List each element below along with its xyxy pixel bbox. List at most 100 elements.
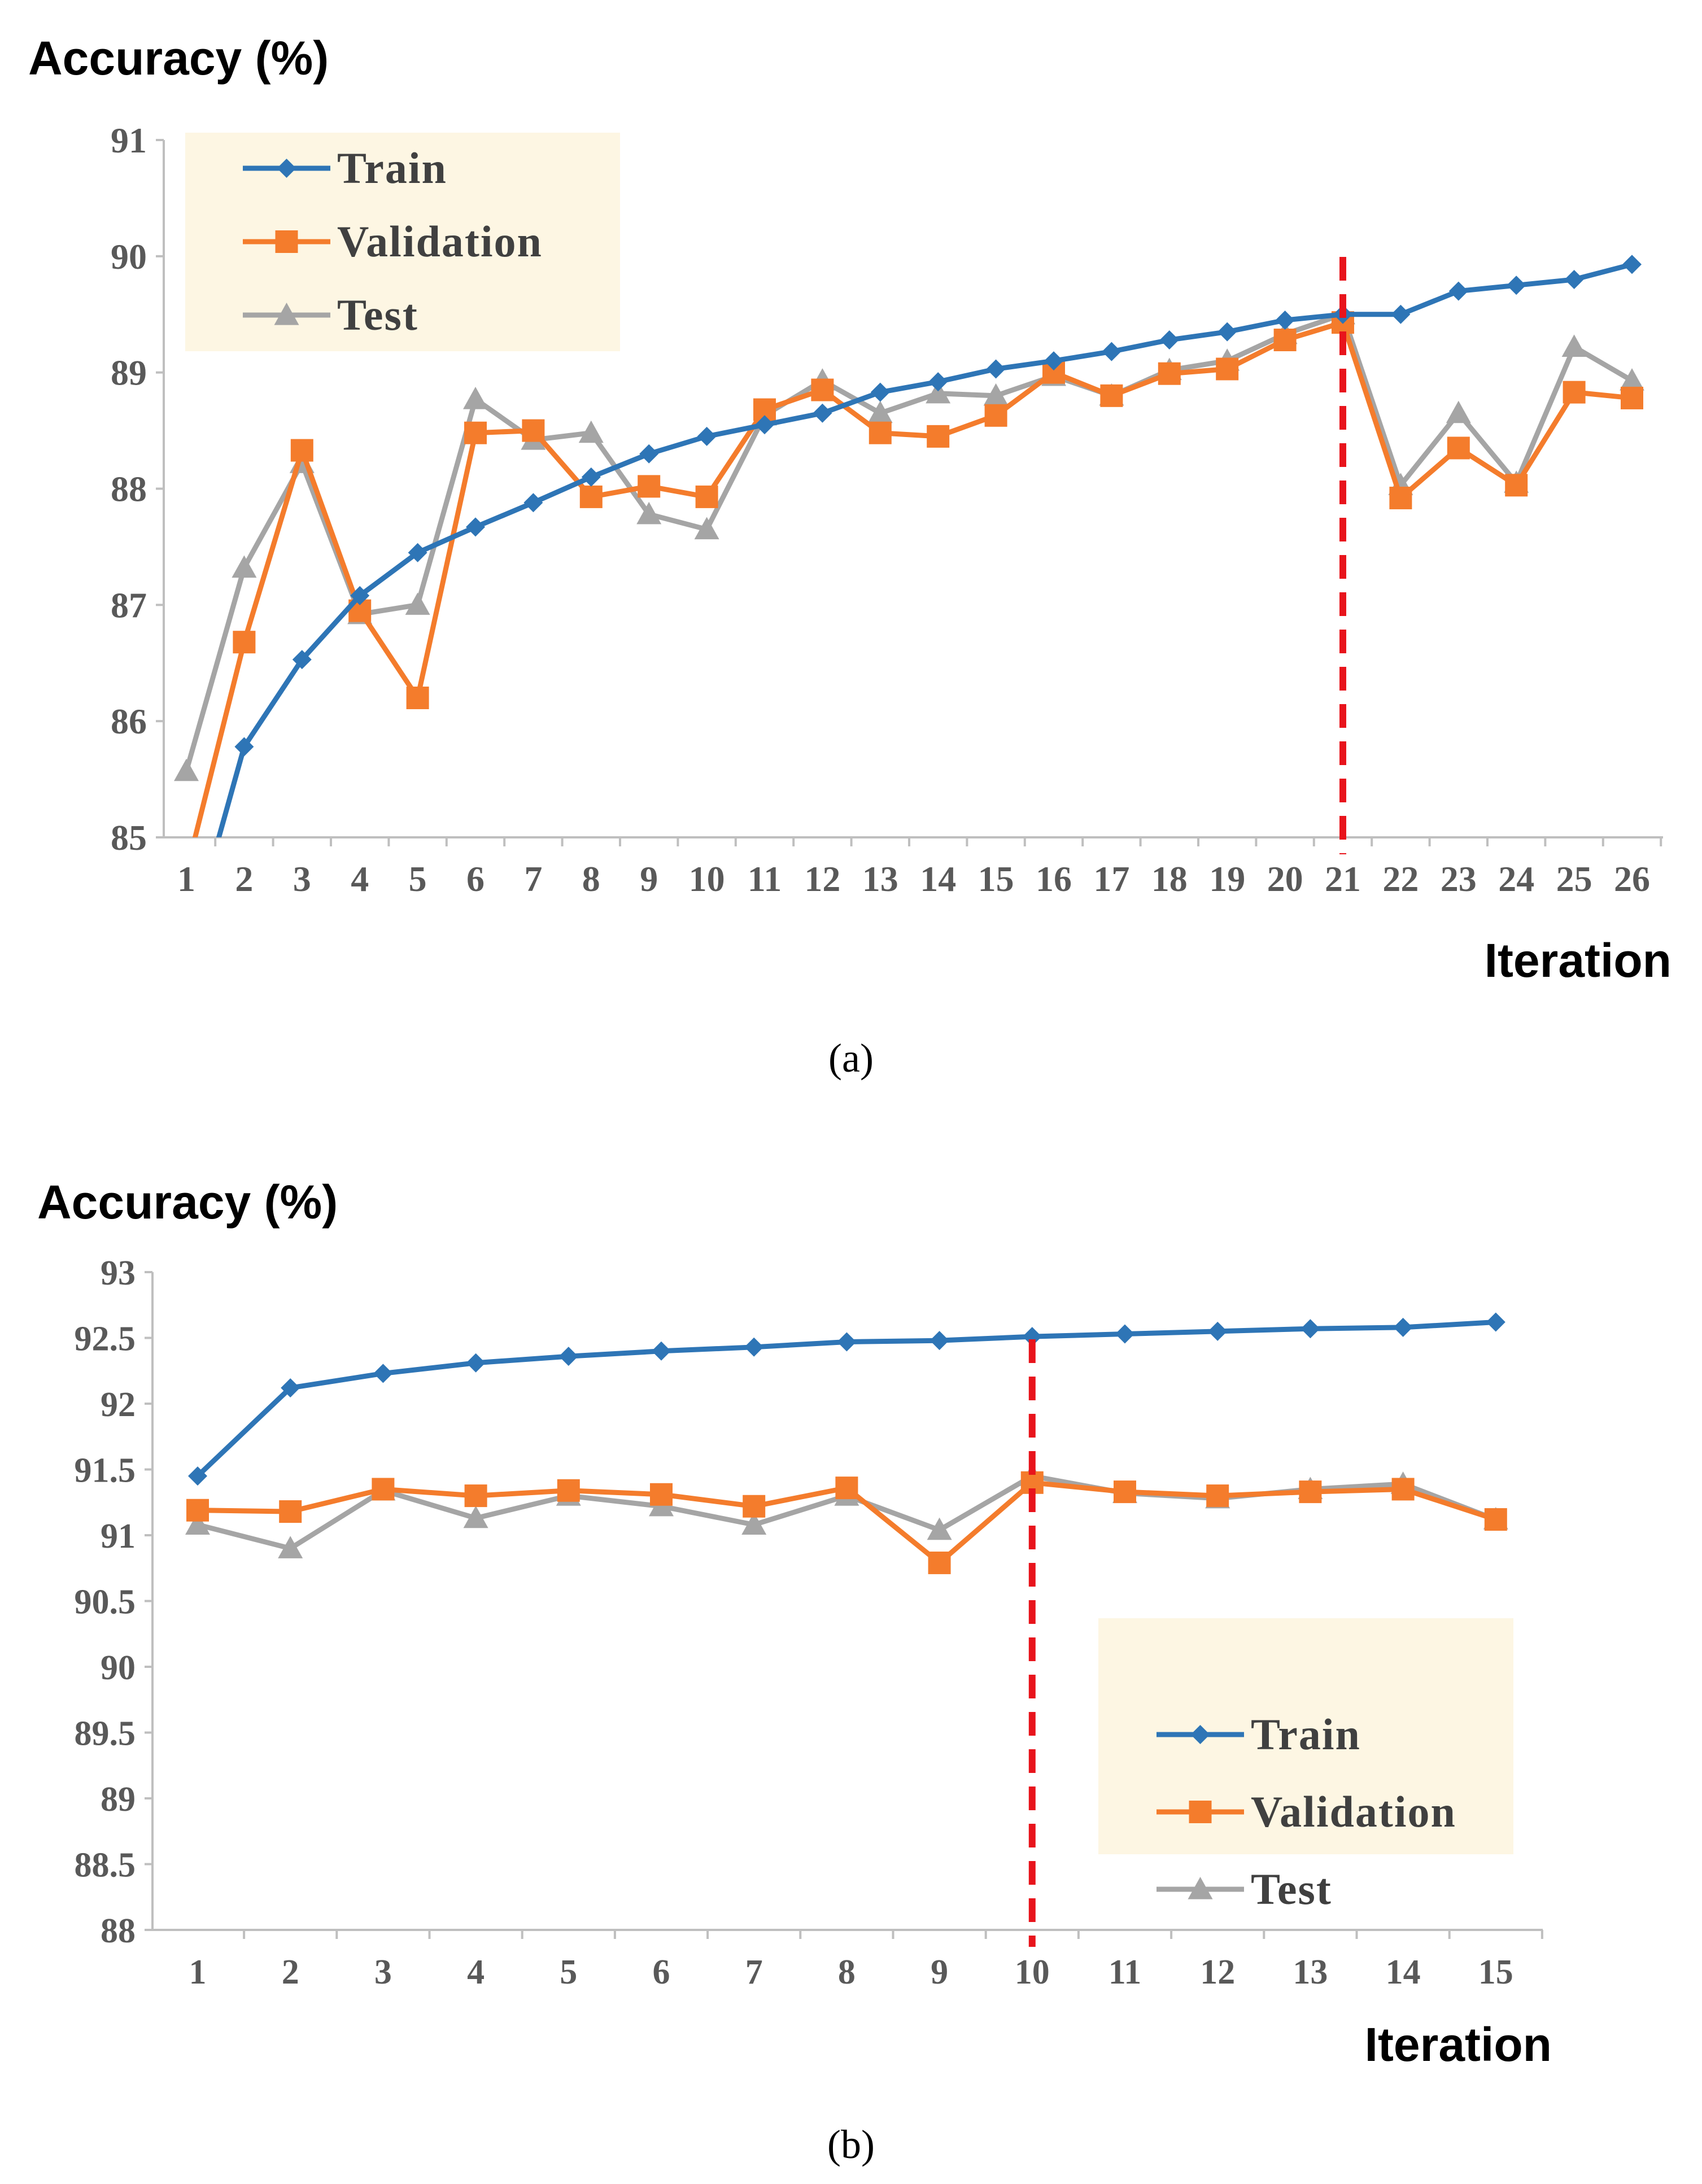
chart-b-y-tick-label: 92.5 xyxy=(75,1320,136,1359)
chart-a-point-train xyxy=(1044,351,1063,371)
chart-a-point-test xyxy=(1446,400,1471,423)
chart-a-x-tick-label: 7 xyxy=(524,859,542,899)
chart-b-y-tick-label: 89.5 xyxy=(75,1715,136,1753)
chart-a-x-tick-label: 15 xyxy=(978,859,1014,899)
chart-a-series-test xyxy=(174,302,1644,781)
chart-a-point-validation xyxy=(464,421,487,444)
chart-b-point-test xyxy=(278,1536,303,1558)
chart-a-x-tick-label: 8 xyxy=(582,859,600,899)
chart-b-legend-label-validation: Validation xyxy=(1251,1787,1456,1836)
chart-b-point-train xyxy=(837,1332,857,1352)
chart-a-point-train xyxy=(1448,281,1468,301)
chart-b-caption: (b) xyxy=(827,2122,875,2167)
chart-b-x-tick-label: 2 xyxy=(282,1953,299,1991)
chart-b-x-tick-label: 14 xyxy=(1386,1953,1421,1991)
chart-a-line-validation xyxy=(192,320,1633,837)
chart-b-point-validation xyxy=(1114,1480,1136,1504)
chart-b-x-tick-label: 10 xyxy=(1015,1953,1050,1991)
chart-b-legend-label-test: Test xyxy=(1251,1864,1332,1914)
chart-b-point-test xyxy=(741,1512,767,1535)
chart-a-point-validation xyxy=(406,687,429,709)
chart-a-point-validation xyxy=(1447,436,1470,460)
chart-a-point-train xyxy=(813,403,832,423)
chart-a-point-train xyxy=(350,586,370,605)
chart-a-point-validation xyxy=(290,439,313,462)
chart-a-y-tick-label: 89 xyxy=(111,353,147,393)
chart-a-y-tick-label: 88 xyxy=(111,469,147,509)
chart-a-x-tick-label: 4 xyxy=(351,859,369,899)
chart-b-point-validation xyxy=(835,1477,858,1500)
chart-a-series-validation xyxy=(192,311,1643,837)
chart-b-x-tick-label: 5 xyxy=(560,1953,577,1991)
chart-b-point-train xyxy=(1208,1321,1228,1341)
chart-a-point-validation xyxy=(1216,357,1239,381)
chart-a-point-test xyxy=(578,420,604,443)
chart-a-point-train xyxy=(986,359,1006,379)
chart-b-point-test xyxy=(927,1517,952,1540)
chart-a-legend-label-train: Train xyxy=(337,143,447,193)
chart-a-point-validation xyxy=(927,425,950,448)
chart-a-point-train xyxy=(1275,311,1295,330)
chart-b-y-tick-label: 88.5 xyxy=(75,1846,136,1885)
chart-a-legend-marker-train xyxy=(277,159,296,178)
chart-b-y-tick-label: 90.5 xyxy=(75,1583,136,1622)
chart-a-point-validation xyxy=(1621,386,1643,409)
chart-a-point-test xyxy=(174,758,199,781)
chart-b-legend-marker-test xyxy=(1188,1877,1213,1899)
chart-b-y-tick-label: 92 xyxy=(101,1386,136,1424)
chart-a-line-test xyxy=(184,312,1634,772)
chart-a-legend: Train Validation Test xyxy=(243,143,542,339)
chart-b-point-train xyxy=(1393,1317,1413,1337)
chart-a-y-tick-label: 91 xyxy=(111,120,147,160)
chart-a-y-tick-label: 85 xyxy=(111,818,147,858)
chart-b-point-validation xyxy=(186,1499,209,1522)
chart-b-point-validation xyxy=(372,1478,395,1501)
chart-b-point-validation xyxy=(743,1495,766,1518)
chart-b-ylabel: Accuracy (%) xyxy=(37,1176,338,1229)
chart-b-point-validation xyxy=(1391,1478,1415,1501)
chart-b-point-validation xyxy=(279,1500,302,1523)
chart-a-xlabel: Iteration xyxy=(1485,934,1672,987)
chart-b-point-train xyxy=(558,1347,578,1366)
chart-a-x-tick-label: 26 xyxy=(1614,859,1650,899)
chart-b-x-tick-label: 6 xyxy=(653,1953,670,1991)
chart-a-point-train xyxy=(292,650,312,670)
chart-a-caption: (a) xyxy=(828,1036,874,1081)
chart-b-point-train xyxy=(1115,1324,1134,1344)
chart-a-x-tick-label: 18 xyxy=(1151,859,1188,899)
chart-a-x-tick-label: 17 xyxy=(1093,859,1129,899)
chart-b-y-tick-label: 89 xyxy=(101,1780,136,1819)
chart-b-y-tick-label: 93 xyxy=(101,1254,136,1292)
chart-a-x-tick-label: 16 xyxy=(1036,859,1072,899)
chart-a-point-validation xyxy=(522,419,545,442)
chart-a-point-train xyxy=(928,372,948,392)
chart-b-point-train xyxy=(1022,1327,1042,1347)
chart-b-y-tick-label: 88 xyxy=(101,1912,136,1950)
chart-b-legend-label-train: Train xyxy=(1251,1710,1361,1759)
chart-b-point-train xyxy=(281,1378,300,1398)
chart-a-x-tick-label: 14 xyxy=(920,859,956,899)
chart-b-x-tick-label: 8 xyxy=(838,1953,856,1991)
chart-a-point-train xyxy=(1217,322,1237,342)
chart-a-point-test xyxy=(926,381,951,404)
chart-b-point-validation xyxy=(650,1483,673,1506)
chart-b-point-validation xyxy=(1484,1508,1507,1531)
chart-a-point-validation xyxy=(1563,381,1586,404)
chart-b-x-tick-label: 3 xyxy=(374,1953,392,1991)
chart-b-point-train xyxy=(1300,1319,1320,1339)
chart-a-point-validation xyxy=(1100,384,1123,407)
chart-b-x-tick-label: 13 xyxy=(1293,1953,1328,1991)
chart-a-x-tick-label: 11 xyxy=(748,859,782,899)
chart-a-point-train xyxy=(1564,270,1584,289)
chart-b-y-tick-label: 90 xyxy=(101,1649,136,1687)
chart-a-x-tick-label: 24 xyxy=(1498,859,1534,899)
chart-b-x-tick-label: 4 xyxy=(467,1953,485,1991)
chart-a-series-train xyxy=(216,255,1642,837)
chart-b-legend-marker-train xyxy=(1190,1725,1210,1744)
chart-b-point-validation xyxy=(464,1484,487,1508)
chart-b-point-validation xyxy=(928,1551,951,1574)
chart-a-point-validation xyxy=(579,485,603,508)
chart-a-line-train xyxy=(216,261,1633,837)
chart-a-x-tick-label: 2 xyxy=(235,859,253,899)
